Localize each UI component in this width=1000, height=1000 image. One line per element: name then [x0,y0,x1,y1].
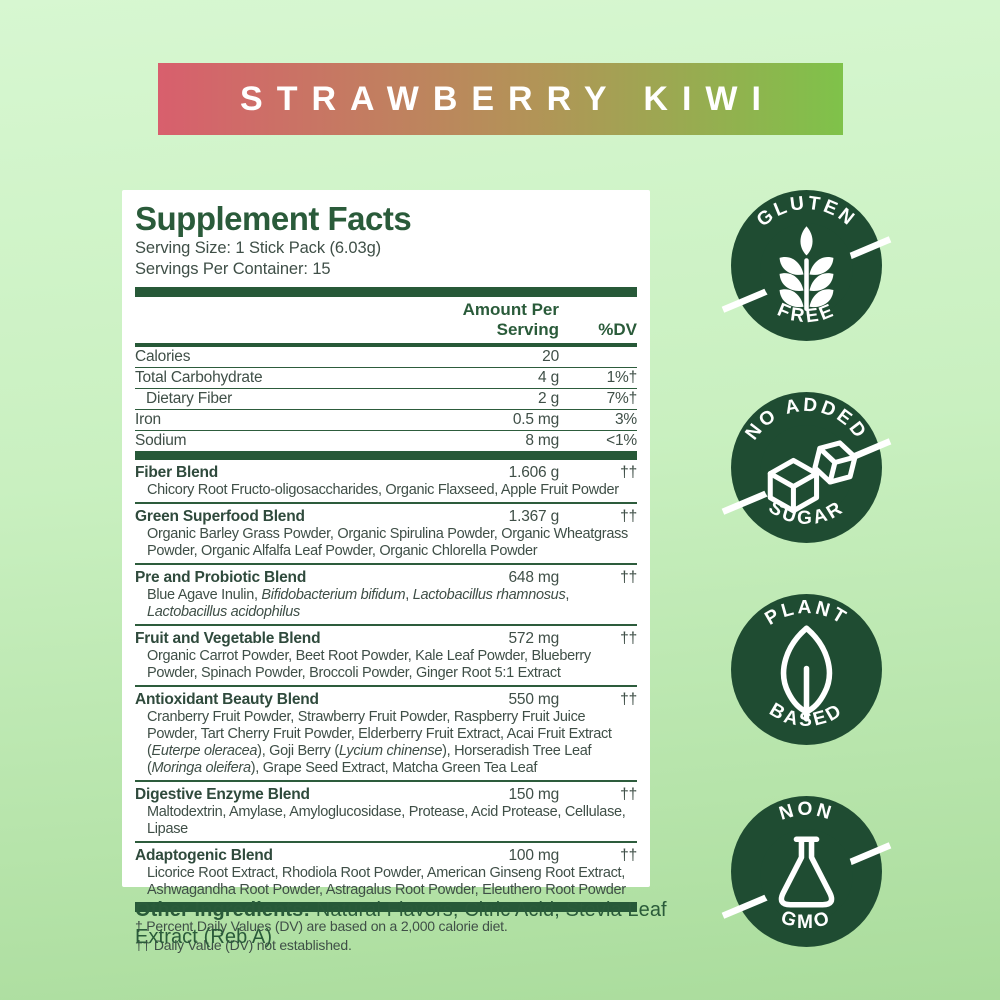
blend-header: Fruit and Vegetable Blend 572 mg †† [135,629,637,648]
serving-size: Serving Size: 1 Stick Pack (6.03g) [135,239,382,257]
divider-thick [135,451,637,460]
amount-per-serving-header: Amount Per Serving [462,300,559,339]
blend-amount: 1.367 g [508,507,560,525]
blend-name: Antioxidant Beauty Blend [135,690,319,708]
footnote-dv-not-established: †† Daily Value (DV) not established. [135,936,352,953]
other-ingredients-label: Other Ingredients: [135,899,311,921]
blend-ingredients: Blue Agave Inulin, Bifidobacterium bifid… [147,586,570,620]
blend-row: Pre and Probiotic Blend 648 mg †† Blue Agav… [135,565,637,626]
blend-header: Adaptogenic Blend 100 mg †† [135,846,637,865]
blend-amount: 572 mg [508,629,560,647]
blend-ingredients: Licorice Root Extract, Rhodiola Root Pow… [147,864,626,898]
blend-ingredients: Organic Barley Grass Powder, Organic Spi… [147,525,628,559]
blend-ingredients: Cranberry Fruit Powder, Strawberry Fruit… [147,708,612,776]
blend-ingredients: Chicory Root Fructo-oligosaccharides, Or… [147,481,619,498]
other-ingredients: Other Ingredients: Natural Flavors, Citr… [135,897,695,951]
wheat-icon [779,226,834,312]
blend-header: Fiber Blend 1.606 g †† [135,463,637,482]
nutrient-amount: 4 g [538,369,559,386]
nutrient-dv: 1%† [606,369,638,386]
blend-row: Adaptogenic Blend 100 mg †† Licorice Root E… [135,843,637,902]
leaf-icon [780,625,833,722]
nutrient-dv: 3% [614,411,637,428]
blend-amount: 100 mg [508,846,560,864]
blend-header: Digestive Enzyme Blend 150 mg †† [135,785,637,804]
blend-ingredients: Organic Carrot Powder, Beet Root Powder,… [147,647,591,681]
nutrient-row: Total Carbohydrate 4 g 1%† [135,368,637,389]
nutrient-dv: <1% [606,432,637,449]
blend-amount: 550 mg [508,690,560,708]
blend-name: Fruit and Vegetable Blend [135,629,321,647]
dv-header: %DV [598,320,637,339]
nutrient-row: Sodium 8 mg <1% [135,431,637,451]
blend-row: Green Superfood Blend 1.367 g †† Organic Ba… [135,504,637,565]
nutrient-name: Dietary Fiber [146,390,233,407]
blend-name: Fiber Blend [135,463,219,481]
blend-header: Pre and Probiotic Blend 648 mg †† [135,568,637,587]
nutrient-name: Calories [135,348,191,365]
divider-thick [135,902,637,912]
blend-header: Antioxidant Beauty Blend 550 mg †† [135,690,637,709]
nutrient-dv [559,348,637,366]
supplement-facts-title: Supplement Facts [135,200,412,237]
blend-row: Digestive Enzyme Blend 150 mg †† Maltodextr… [135,782,637,843]
blend-row: Fruit and Vegetable Blend 572 mg †† Organic… [135,626,637,687]
blend-table: Fiber Blend 1.606 g †† Chicory Root Fructo-… [135,460,637,902]
blend-dv: †† [620,690,637,708]
blend-ingredients: Maltodextrin, Amylase, Amyloglucosidase,… [147,803,626,837]
nutrient-row: Calories 20 [135,347,637,368]
blend-name: Adaptogenic Blend [135,846,273,864]
nutrient-amount: 2 g [538,390,559,407]
footnote-dv: † Percent Daily Values (DV) are based on… [135,918,508,934]
blend-dv: †† [620,568,637,586]
nutrient-name: Sodium [135,432,187,449]
nutrient-name: Iron [135,411,161,428]
nutrient-amount: 8 mg [525,432,559,449]
blend-name: Pre and Probiotic Blend [135,568,307,586]
servings-per-container: Servings Per Container: 15 [135,260,331,278]
blend-name: Green Superfood Blend [135,507,305,525]
blend-row: Fiber Blend 1.606 g †† Chicory Root Fructo-… [135,460,637,504]
nutrient-name: Total Carbohydrate [135,369,263,386]
supplement-facts-panel: Supplement Facts Serving Size: 1 Stick P… [122,190,650,953]
blend-dv: †† [620,629,637,647]
table-header-row: Amount Per Serving %DV [135,297,637,343]
sugar-cubes-icon [767,440,858,514]
blend-dv: †† [620,507,637,525]
nutrient-amount: 20 [542,348,559,365]
other-ingredients-text: Natural Flavors, Citric Acid, Stevia Lea… [135,899,667,948]
blend-name: Digestive Enzyme Blend [135,785,310,803]
footnotes: † Percent Daily Values (DV) are based on… [135,917,637,954]
blend-amount: 648 mg [508,568,560,586]
blend-dv: †† [620,785,637,803]
nutrient-amount: 0.5 mg [512,411,559,428]
blend-row: Antioxidant Beauty Blend 550 mg †† Cranberr… [135,687,637,782]
flavor-title: STRAWBERRY KIWI [240,79,775,118]
divider-medium [135,343,637,347]
badge-bottom-text: GMO [778,907,834,933]
nutrient-row: Iron 0.5 mg 3% [135,410,637,431]
flavor-banner: STRAWBERRY KIWI [158,63,843,135]
nutrient-dv: 7%† [606,390,638,407]
blend-amount: 150 mg [508,785,560,803]
nutrient-row: Dietary Fiber 2 g 7%† [135,389,637,410]
blend-dv: †† [620,463,637,481]
nutrient-table: Calories 20 Total Carbohydrate 4 g 1%† Dietar… [135,347,637,451]
divider-thick [135,287,637,297]
blend-amount: 1.606 g [508,463,560,481]
blend-header: Green Superfood Blend 1.367 g †† [135,507,637,526]
flask-icon [778,836,835,908]
blend-dv: †† [620,846,637,864]
